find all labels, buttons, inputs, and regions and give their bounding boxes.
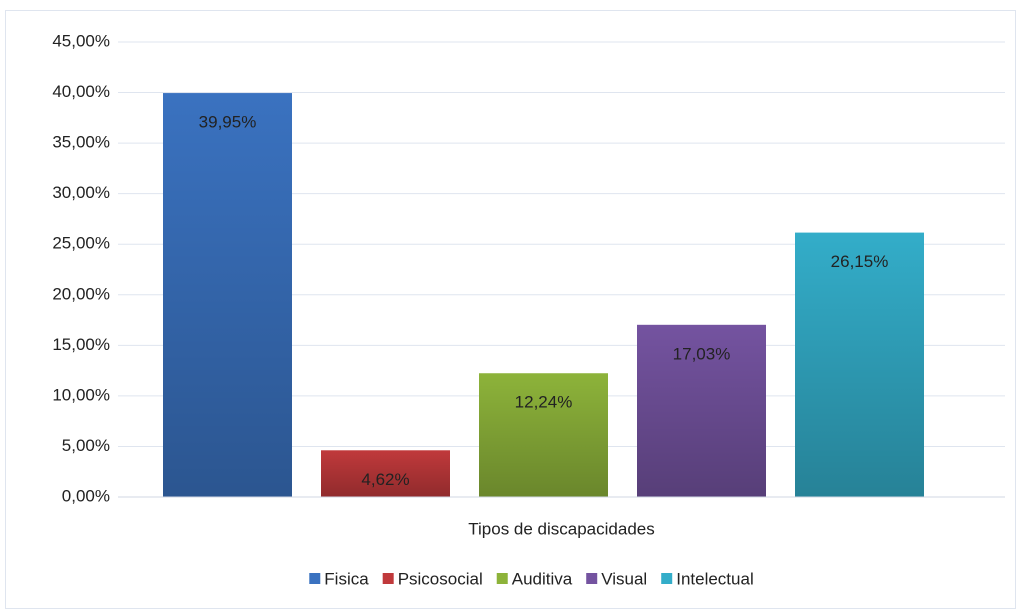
data-label: 17,03% <box>673 344 731 363</box>
y-tick-label: 15,00% <box>52 335 110 354</box>
legend-item: Psicosocial <box>382 569 483 588</box>
legend-item: Visual <box>586 569 647 588</box>
bar-shade <box>795 232 924 497</box>
legend-swatch <box>586 573 598 584</box>
legend-swatch <box>309 573 321 584</box>
legend-swatch <box>496 573 508 584</box>
y-tick-label: 30,00% <box>52 183 110 202</box>
data-label: 4,62% <box>361 470 409 489</box>
legend-item: Fisica <box>309 569 369 588</box>
y-tick-label: 20,00% <box>52 284 110 303</box>
legend-label: Auditiva <box>512 569 573 588</box>
data-label: 26,15% <box>831 252 889 271</box>
y-tick-label: 35,00% <box>52 133 110 152</box>
bar-shade <box>479 373 608 497</box>
legend-item: Auditiva <box>496 569 573 588</box>
y-tick-label: 0,00% <box>62 486 110 505</box>
x-axis-category: Tipos de discapacidades <box>468 519 655 538</box>
legend-label: Intelectual <box>676 569 754 588</box>
data-label: 39,95% <box>199 113 257 132</box>
legend-label: Psicosocial <box>398 569 483 588</box>
legend-swatch <box>661 573 673 584</box>
y-tick-label: 5,00% <box>62 436 110 455</box>
legend-item: Intelectual <box>661 569 754 588</box>
bar-shade <box>163 93 292 498</box>
bar-shade <box>321 450 450 497</box>
legend-label: Visual <box>601 569 647 588</box>
y-tick-label: 10,00% <box>52 385 110 404</box>
data-label: 12,24% <box>515 393 573 412</box>
legend-label: Fisica <box>324 569 369 588</box>
legend-swatch <box>382 573 394 584</box>
y-tick-label: 25,00% <box>52 234 110 253</box>
y-tick-label: 45,00% <box>52 31 110 50</box>
bar-shade <box>637 324 766 497</box>
y-tick-label: 40,00% <box>52 82 110 101</box>
